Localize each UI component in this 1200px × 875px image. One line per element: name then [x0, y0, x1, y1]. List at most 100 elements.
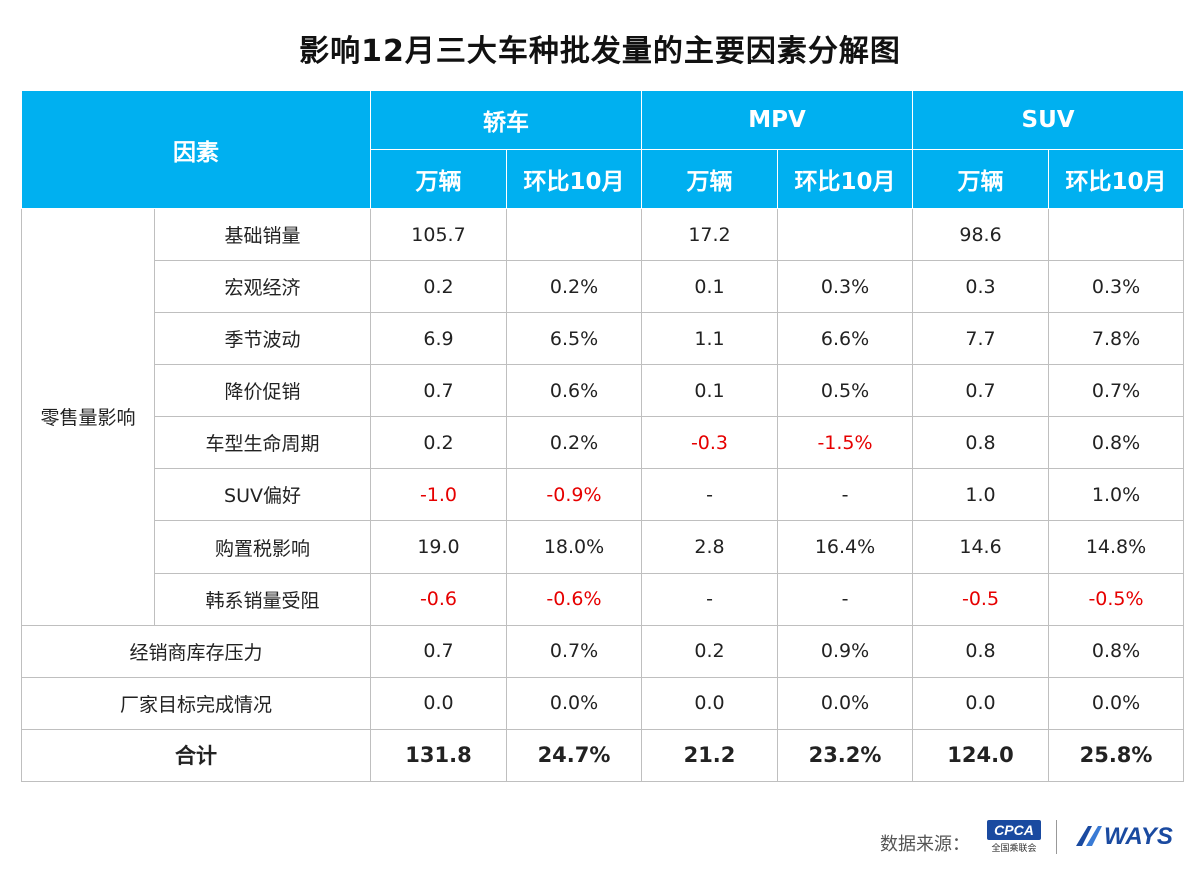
value-cell: 0.5% — [776, 364, 914, 418]
value-cell: 0.1 — [641, 260, 778, 314]
total-value-cell: 124.0 — [912, 728, 1050, 783]
factor-label: 车型生命周期 — [154, 416, 371, 470]
value-cell: 7.8% — [1048, 312, 1185, 366]
value-cell: 0.8% — [1048, 416, 1185, 470]
value-cell: 6.6% — [776, 312, 914, 366]
value-cell: 98.6 — [912, 207, 1050, 262]
cpca-logo-subtext: 全国乘联会 — [991, 842, 1036, 854]
value-cell: 18.0% — [506, 520, 642, 574]
ways-logo-stripe — [1076, 826, 1092, 846]
total-value-cell: 24.7% — [506, 728, 642, 783]
sub-header-mom: 环比10月 — [776, 149, 914, 209]
value-cell: 105.7 — [370, 207, 507, 262]
value-cell: 0.8 — [912, 624, 1050, 678]
value-cell: - — [776, 468, 914, 522]
total-row: 合计 131.8 24.7% 21.2 23.2% 124.0 25.8% — [21, 728, 1185, 783]
value-cell: 17.2 — [641, 207, 778, 262]
value-cell: 0.3% — [1048, 260, 1185, 314]
value-cell: -0.5 — [912, 572, 1050, 626]
sub-header-units: 万辆 — [370, 149, 507, 209]
value-cell: -1.0 — [370, 468, 507, 522]
total-label: 合计 — [21, 728, 371, 783]
value-cell: 6.5% — [506, 312, 642, 366]
value-cell: 0.0% — [1048, 676, 1185, 730]
group-header-sedan: 轿车 — [370, 90, 642, 150]
cpca-logo-box — [987, 820, 1041, 840]
value-cell: 0.2% — [506, 260, 642, 314]
table-row: 季节波动 6.9 6.5% 1.1 6.6% 7.7 7.8% — [22, 312, 1185, 366]
value-cell: 0.0% — [506, 676, 642, 730]
value-cell — [506, 207, 642, 262]
factor-label: 经销商库存压力 — [21, 624, 371, 678]
value-cell: - — [641, 572, 778, 626]
value-cell: 0.9% — [776, 624, 914, 678]
value-cell: 0.0% — [776, 676, 914, 730]
factor-label: 韩系销量受阻 — [154, 572, 371, 626]
ways-logo-mark — [1076, 826, 1102, 846]
table-row: 厂家目标完成情况 0.0 0.0% 0.0 0.0% 0.0 0.0% — [21, 676, 1185, 730]
value-cell: 0.3% — [776, 260, 914, 314]
value-cell: 1.0 — [912, 468, 1050, 522]
value-cell: 1.1 — [641, 312, 778, 366]
value-cell: -0.9% — [506, 468, 642, 522]
factor-header: 因素 — [21, 90, 371, 209]
value-cell: 0.7% — [506, 624, 642, 678]
value-cell: -0.6% — [506, 572, 642, 626]
factor-label: SUV偏好 — [154, 468, 371, 522]
retail-group-label: 零售量影响 — [21, 208, 155, 626]
value-cell: 6.9 — [370, 312, 507, 366]
value-cell: 0.2% — [506, 416, 642, 470]
total-value-cell: 25.8% — [1048, 728, 1185, 783]
factor-label: 购置税影响 — [154, 520, 371, 574]
value-cell: 0.0 — [912, 676, 1050, 730]
value-cell: 0.3 — [912, 260, 1050, 314]
factor-label: 基础销量 — [154, 207, 371, 262]
chart-title: 影响12月三大车种批发量的主要因素分解图 — [299, 34, 901, 69]
factor-label: 降价促销 — [154, 364, 371, 418]
value-cell: 0.1 — [641, 364, 778, 418]
value-cell: 0.2 — [370, 260, 507, 314]
ways-logo-text: WAYS — [1104, 823, 1173, 850]
value-cell: 2.8 — [641, 520, 778, 574]
group-header-suv: SUV — [912, 90, 1185, 150]
table-row: 韩系销量受阻 -0.6 -0.6% - - -0.5 -0.5% — [22, 572, 1185, 626]
cpca-logo: CPCA 全国乘联会 — [987, 820, 1041, 854]
value-cell: 14.8% — [1048, 520, 1185, 574]
table-row: 零售量影响 基础销量 105.7 17.2 98.6 — [21, 207, 1185, 626]
value-cell — [776, 207, 914, 262]
value-cell: 0.8 — [912, 416, 1050, 470]
value-cell: 19.0 — [370, 520, 507, 574]
table-row: SUV偏好 -1.0 -0.9% - -1.0 1.0% — [22, 468, 1185, 522]
value-cell: 0.8% — [1048, 624, 1185, 678]
table-row: 宏观经济 0.2 0.2% 0.1 0.3% 0.3 0.3% — [22, 260, 1185, 314]
value-cell: 0.0 — [641, 676, 778, 730]
value-cell: 1.0% — [1048, 468, 1185, 522]
value-cell: 0.7% — [1048, 364, 1185, 418]
value-cell: 0.7 — [912, 364, 1050, 418]
sub-header-mom: 环比10月 — [506, 149, 642, 209]
factor-label: 宏观经济 — [154, 260, 371, 314]
factor-table: 因素 轿车 MPV SUV 万辆 环比10月 万辆 环比10月 万辆 环比10月… — [21, 90, 1185, 783]
total-value-cell: 21.2 — [641, 728, 778, 783]
group-header-mpv: MPV — [640, 90, 914, 150]
table-row: 车型生命周期 0.2 0.2% -0.3 -1.5% 0.8 0.8% — [22, 416, 1185, 470]
value-cell: -1.5% — [776, 416, 914, 470]
value-cell: -0.3 — [641, 416, 778, 470]
value-cell: - — [776, 572, 914, 626]
value-cell: -0.6 — [370, 572, 507, 626]
table-row: 购置税影响 19.0 18.0% 2.8 16.4% 14.6 14.8% — [22, 520, 1185, 574]
logo-separator — [1056, 820, 1057, 854]
cpca-logo-text: CPCA — [994, 822, 1034, 838]
value-cell: 0.2 — [370, 416, 507, 470]
value-cell — [1048, 207, 1185, 262]
table-row: 经销商库存压力 0.7 0.7% 0.2 0.9% 0.8 0.8% — [21, 624, 1185, 678]
source-label: 数据来源： — [880, 834, 970, 855]
total-value-cell: 23.2% — [776, 728, 914, 783]
factor-label: 季节波动 — [154, 312, 371, 366]
table-row: 降价促销 0.7 0.6% 0.1 0.5% 0.7 0.7% — [22, 364, 1185, 418]
value-cell: 7.7 — [912, 312, 1050, 366]
ways-logo-stripe — [1086, 826, 1102, 846]
value-cell: -0.5% — [1048, 572, 1185, 626]
sub-header-mom: 环比10月 — [1048, 149, 1185, 209]
sub-header-units: 万辆 — [641, 149, 778, 209]
